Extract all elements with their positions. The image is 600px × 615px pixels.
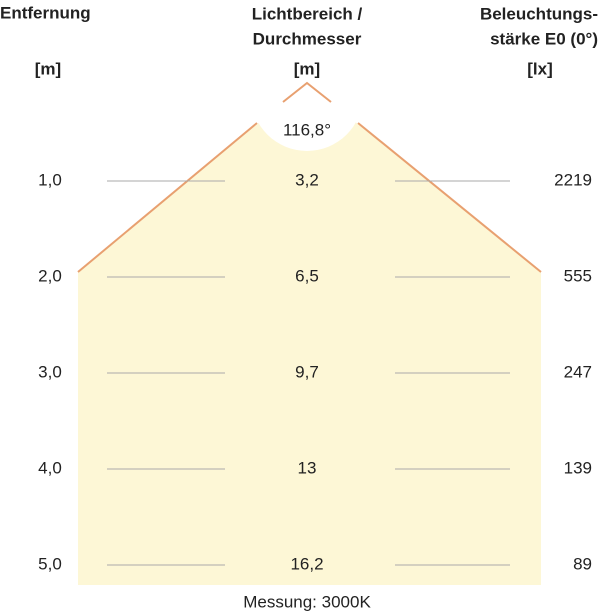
- diameter: 16,2: [290, 554, 323, 573]
- illuminance: 247: [564, 362, 592, 381]
- unit-distance: [m]: [35, 59, 61, 78]
- distance: 5,0: [38, 554, 62, 573]
- unit-diameter: [m]: [294, 59, 320, 78]
- header-illuminance: stärke E0 (0°): [490, 29, 598, 48]
- header-illuminance: Beleuchtungs-: [480, 4, 598, 23]
- diameter: 3,2: [295, 170, 319, 189]
- light-cone: [78, 83, 541, 585]
- distance: 1,0: [38, 170, 62, 189]
- header-diameter: Lichtbereich /: [252, 4, 363, 23]
- beam-angle: 116,8°: [283, 120, 331, 139]
- diameter: 9,7: [295, 362, 319, 381]
- illuminance: 555: [564, 266, 592, 285]
- footer: Messung: 3000K: [243, 592, 371, 611]
- diameter: 6,5: [295, 266, 319, 285]
- illuminance: 139: [564, 458, 592, 477]
- unit-illuminance: [lx]: [527, 59, 553, 78]
- header-diameter: Durchmesser: [253, 29, 362, 48]
- cone-edges: [77, 81, 542, 273]
- header-distance: Entfernung: [0, 3, 91, 22]
- illuminance: 89: [573, 554, 592, 573]
- distance: 3,0: [38, 362, 62, 381]
- distance: 4,0: [38, 458, 62, 477]
- diameter: 13: [298, 458, 317, 477]
- angle-cutout: [251, 39, 363, 151]
- distance: 2,0: [38, 266, 62, 285]
- illuminance: 2219: [554, 170, 592, 189]
